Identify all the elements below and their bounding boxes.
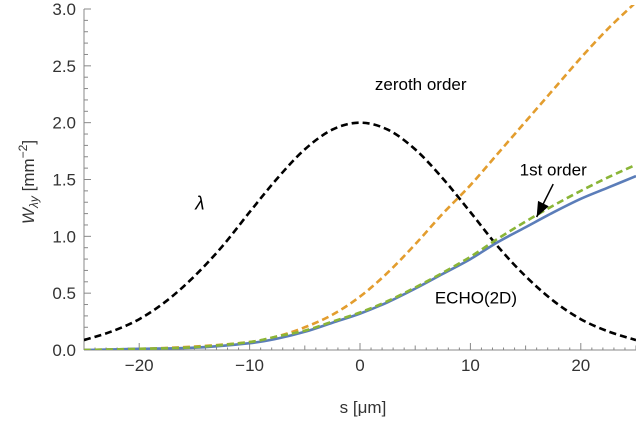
x-tick-label: 20 [571,356,590,375]
annotation-echo-2d: ECHO(2D) [435,289,517,308]
y-tick-label: 1.0 [52,227,76,246]
x-tick-label: −20 [125,356,154,375]
annotation-first-order: 1st order [520,160,587,179]
tick-labels: −20 −10 0 10 20 0.0 0.5 1.0 1.5 2.0 2.5 3.0 [52,0,590,375]
y-axis-label-unit-end: ] [19,140,38,145]
y-tick-label: 2.0 [52,114,76,133]
y-axis-label-sub: λy [27,195,41,209]
series-line-echo-2d [84,174,636,350]
x-tick-label: 10 [461,356,480,375]
annotation-layer: λ zeroth order 1st order ECHO(2D) [194,75,587,308]
series-layer [84,5,636,350]
y-axis-label-unit-sup: −2 [16,144,30,158]
annotation-lambda: λ [194,193,204,214]
series-line-zeroth-order [84,5,635,350]
y-tick-label: 0.5 [52,284,76,303]
x-axis-label: s [μm] [340,398,387,417]
y-axis-label: Wλy [mm−2] [16,140,41,224]
x-tick-label: 0 [355,356,364,375]
y-tick-label: 1.5 [52,171,76,190]
y-axis-label-main: W [19,206,38,224]
annotation-zeroth-order: zeroth order [375,75,467,94]
series-line-first-order [84,163,636,350]
series-line-lambda [84,121,636,342]
axes [83,8,636,351]
y-tick-label: 3.0 [52,0,76,19]
y-tick-label: 0.0 [52,341,76,360]
x-tick-label: −10 [235,356,264,375]
y-tick-label: 2.5 [52,57,76,76]
annotation-arrow-head [536,200,549,218]
y-axis-label-unit: [mm [19,158,38,196]
